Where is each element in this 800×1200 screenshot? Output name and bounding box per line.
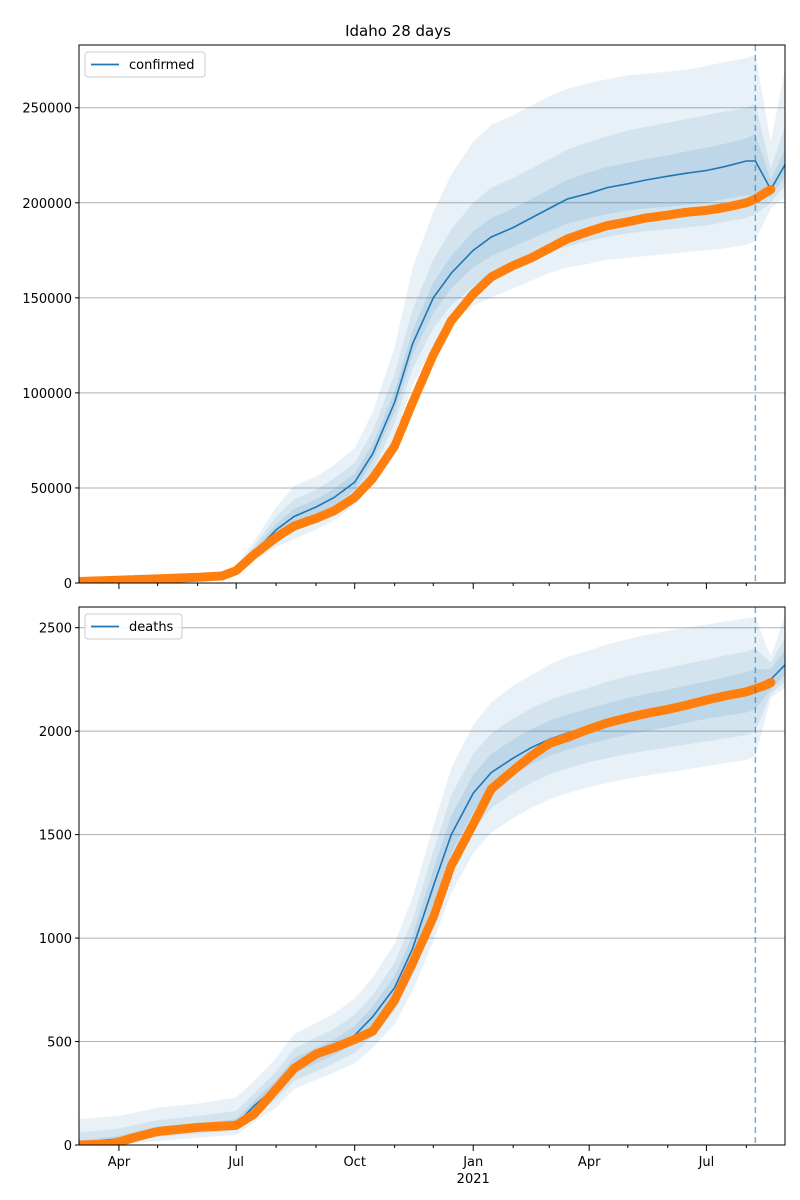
legend-label: confirmed [129,58,195,73]
deaths-panel: 0 500 1000 1500 2000 2500 Apr Jul Oct Jan Apr Jul 20… [39,606,786,1187]
legend-box [84,613,183,640]
x-tick-label: Jan [462,1155,483,1170]
y-tick-label: 200000 [22,197,72,212]
plot-area [79,54,785,583]
y-tick-label: 250000 [22,102,72,117]
band-inner [79,650,785,1144]
y-tick-label: 0 [64,1139,72,1154]
axes-frame [78,44,786,584]
legend: confirmed [84,51,206,78]
x-year-label: 2021 [457,1172,490,1187]
band-outer [79,615,785,1145]
observed-series [79,678,776,1145]
legend-box [84,51,206,78]
y-tick-label: 0 [64,577,72,592]
x-tick-label: Apr [108,1155,131,1170]
y-tick-label: 2000 [39,725,72,740]
plot-area [79,615,785,1145]
observed-point [766,184,776,194]
legend-label: deaths [129,620,174,635]
y-tick-label: 1500 [39,829,72,844]
x-tick-label: Apr [578,1155,601,1170]
band-inner [79,134,785,582]
x-tick-label: Jul [698,1155,715,1170]
axes-frame [78,606,786,1146]
y-tick-label: 50000 [31,482,72,497]
y-tick-label: 500 [47,1036,72,1051]
x-tick-label: Oct [343,1155,365,1170]
y-tick-label: 100000 [22,387,72,402]
band-outer [79,54,785,582]
legend: deaths [84,613,183,640]
x-tick-label: Jul [227,1155,244,1170]
y-tick-label: 1000 [39,932,72,947]
y-tick-label: 2500 [39,622,72,637]
y-tick-label: 150000 [22,292,72,307]
observed-point [766,678,776,688]
confirmed-panel: 0 50000 100000 150000 200000 250000 confirmed [22,44,786,592]
figure-title: Idaho 28 days [345,22,451,40]
observed-series [79,184,776,583]
